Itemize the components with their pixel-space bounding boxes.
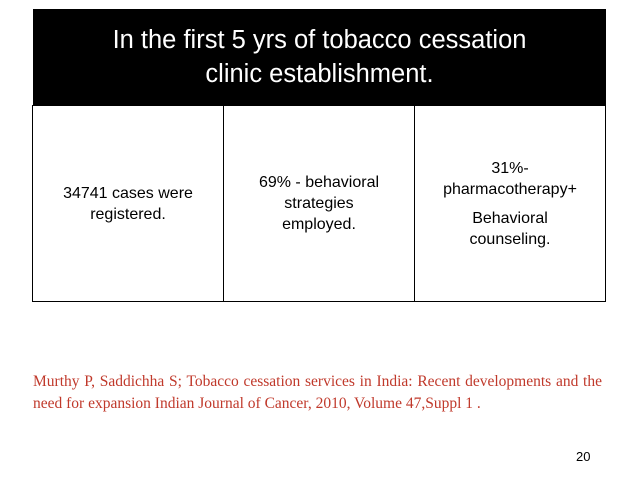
slide-title-line-2: clinic establishment. <box>205 60 434 88</box>
box-1-line-2: registered. <box>90 205 166 223</box>
box-2-line-3: employed. <box>282 216 356 233</box>
info-boxes: 34741 cases were registered. 69% - behav… <box>32 105 606 302</box>
page-number: 20 <box>576 449 591 464</box>
box-cases-registered: 34741 cases were registered. <box>33 106 224 301</box>
box-3-line-3: Behavioral <box>472 209 548 227</box>
box-2-line-2: strategies <box>284 195 354 212</box>
slide-title: In the first 5 yrs of tobacco cessation … <box>33 9 606 105</box>
slide-title-line-1: In the first 5 yrs of tobacco cessation <box>112 26 527 54</box>
box-2-line-1: 69% - behavioral <box>258 174 380 191</box>
box-3-line-4: counseling. <box>469 230 551 248</box>
box-behavioral-strategies: 69% - behavioral strategies employed. <box>224 106 415 301</box>
box-1-line-1: 34741 cases were <box>63 184 193 202</box>
box-3-line-2: pharmacotherapy+ <box>443 180 577 198</box>
box-pharmacotherapy: 31%- pharmacotherapy+ Behavioral counsel… <box>415 106 605 301</box>
citation-reference: Murthy P, Saddichha S; Tobacco cessation… <box>33 373 602 412</box>
box-3-line-1: 31%- <box>491 159 529 177</box>
